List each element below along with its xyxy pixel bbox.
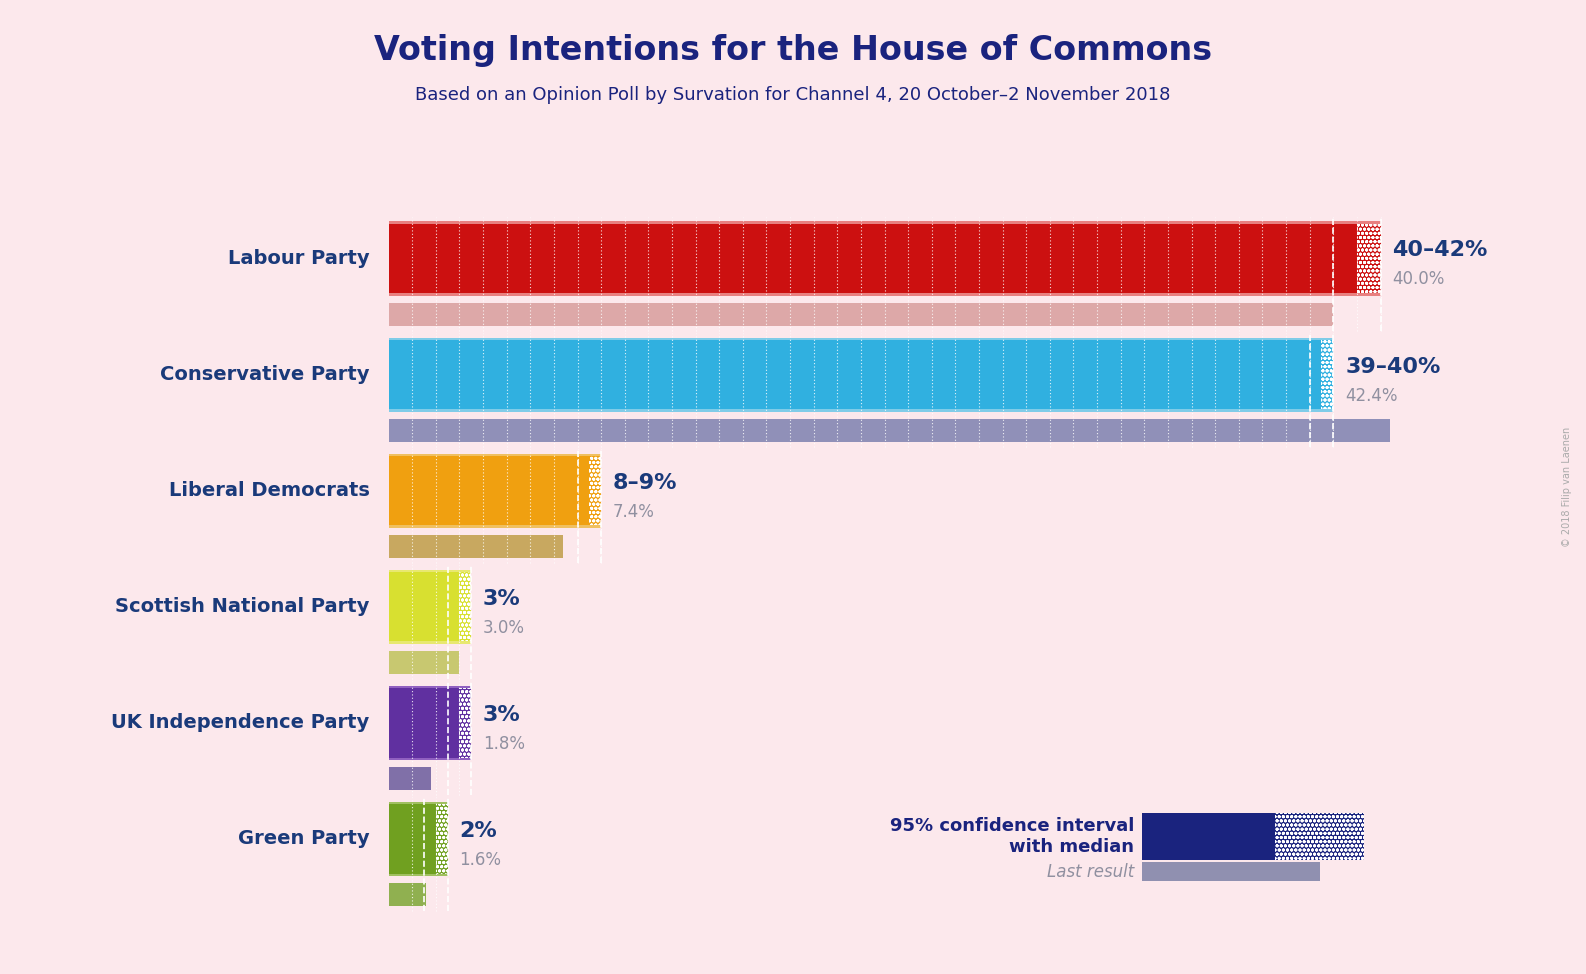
Bar: [389, 419, 1389, 442]
Text: 1.6%: 1.6%: [460, 850, 501, 869]
Bar: [389, 224, 1358, 293]
Bar: [389, 454, 601, 528]
Text: 8–9%: 8–9%: [612, 472, 677, 493]
Text: 39–40%: 39–40%: [1345, 356, 1440, 377]
Bar: [389, 572, 460, 642]
Text: 1.8%: 1.8%: [484, 734, 525, 753]
Text: Last result: Last result: [1047, 863, 1134, 880]
Text: Conservative Party: Conservative Party: [160, 365, 370, 384]
Bar: [590, 456, 601, 525]
Text: 3%: 3%: [484, 588, 520, 609]
Text: 2%: 2%: [460, 821, 496, 841]
Bar: [389, 338, 1334, 412]
Bar: [460, 688, 471, 758]
Bar: [1321, 340, 1334, 409]
Text: Scottish National Party: Scottish National Party: [116, 597, 370, 617]
Bar: [389, 686, 471, 760]
Text: © 2018 Filip van Laenen: © 2018 Filip van Laenen: [1562, 427, 1572, 547]
Text: 7.4%: 7.4%: [612, 503, 655, 520]
Text: Voting Intentions for the House of Commons: Voting Intentions for the House of Commo…: [374, 34, 1212, 67]
Bar: [389, 303, 1334, 326]
Text: Liberal Democrats: Liberal Democrats: [168, 481, 370, 501]
Text: 42.4%: 42.4%: [1345, 387, 1397, 404]
Text: 95% confidence interval
with median: 95% confidence interval with median: [890, 817, 1134, 856]
Text: 3.0%: 3.0%: [484, 618, 525, 637]
Bar: [389, 882, 427, 906]
Bar: [389, 804, 436, 874]
Text: Based on an Opinion Poll by Survation for Channel 4, 20 October–2 November 2018: Based on an Opinion Poll by Survation fo…: [416, 86, 1170, 103]
Bar: [389, 651, 460, 674]
Bar: [389, 456, 590, 525]
Bar: [460, 572, 471, 642]
Bar: [1358, 224, 1380, 293]
Bar: [389, 535, 563, 558]
Bar: [389, 570, 471, 644]
Bar: [389, 767, 431, 790]
Text: Green Party: Green Party: [238, 829, 370, 848]
Text: 40–42%: 40–42%: [1393, 241, 1488, 260]
Text: 3%: 3%: [484, 704, 520, 725]
Text: Labour Party: Labour Party: [228, 249, 370, 268]
Bar: [389, 221, 1380, 296]
Text: 40.0%: 40.0%: [1393, 271, 1445, 288]
Bar: [436, 804, 447, 874]
Bar: [389, 802, 447, 876]
Text: UK Independence Party: UK Independence Party: [111, 713, 370, 732]
Bar: [389, 688, 460, 758]
Bar: [389, 340, 1321, 409]
